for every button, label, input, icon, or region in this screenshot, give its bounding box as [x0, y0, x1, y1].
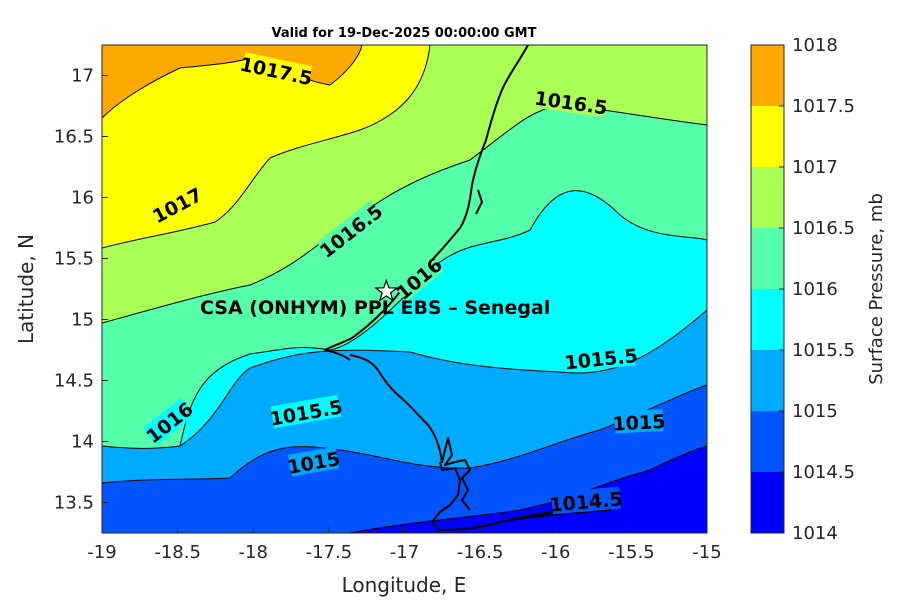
colorbar-tick-label: 1014	[792, 523, 838, 544]
x-tick-label: -16	[541, 542, 570, 563]
x-tick-label: -18	[239, 542, 268, 563]
contour-line-1015	[102, 384, 707, 484]
colorbar-swatch	[751, 472, 784, 533]
colorbar-swatch	[751, 167, 784, 228]
y-axis-label: Latitude, N	[14, 234, 38, 344]
contour-label-6: 1015.5	[564, 343, 639, 375]
colorbar-tick-label: 1015	[792, 401, 838, 422]
x-axis-ticks: -19 -18.5 -18 -17.5 -17 -16.5 -16 -15.5 -15	[87, 527, 722, 563]
y-axis-ticks: 13.5 14 14.5 15 15.5 16 16.5 17	[54, 66, 108, 514]
contour-fill-layer	[102, 45, 707, 533]
coastline	[324, 45, 529, 361]
contour-line-1017	[102, 45, 431, 249]
contour-label-bg	[270, 394, 342, 429]
colorbar-swatch	[751, 411, 784, 472]
x-tick-label: -15.5	[608, 542, 655, 563]
y-tick-label: 14	[71, 432, 94, 453]
colorbar-swatch	[751, 45, 784, 106]
y-tick-label: 17	[71, 66, 94, 87]
colorbar-tick-label: 1017	[792, 157, 838, 178]
contour-label-bg	[550, 486, 621, 515]
senegal-river-border	[349, 189, 483, 511]
colorbar-swatch	[751, 106, 784, 167]
gambia-border	[431, 461, 619, 531]
contour-label-bg	[392, 253, 444, 302]
contour-line-1016	[179, 190, 707, 447]
contour-label-bg	[316, 200, 384, 260]
x-tick-label: -15	[692, 542, 721, 563]
colorbar-swatch	[751, 228, 784, 289]
x-axis-label: Longitude, E	[342, 573, 467, 597]
colorbar-tick-label: 1015.5	[792, 340, 855, 361]
contour-label-9: 1015	[612, 408, 666, 436]
contour-label-bg	[535, 85, 607, 118]
site-label: CSA (ONHYM) PPL EBS – Senegal	[200, 297, 550, 319]
contour-label-bg	[240, 52, 312, 88]
coastline-borders	[324, 45, 619, 531]
colorbar-tick-label: 1017.5	[792, 96, 855, 117]
x-tick-label: -17	[390, 542, 419, 563]
contour-label-text: 1015	[612, 411, 666, 436]
x-tick-label: -19	[87, 542, 116, 563]
contour-label-bg	[565, 343, 636, 373]
y-tick-label: 16	[71, 188, 94, 209]
x-tick-label: -17.5	[306, 542, 353, 563]
colorbar-tick-label: 1016	[792, 279, 838, 300]
colorbar-swatch	[751, 289, 784, 350]
y-tick-label: 14.5	[54, 371, 94, 392]
colorbar-tick-label: 1016.5	[792, 218, 855, 239]
band-1014-1014.5	[350, 446, 707, 533]
colorbar: 1014 1014.5 1015 1015.5 1016 1016.5 1017 1017.5…	[750, 35, 855, 544]
map-title: Valid for 19-Dec-2025 00:00:00 GMT	[272, 26, 537, 41]
colorbar-label: Surface Pressure, mb	[866, 193, 887, 385]
y-tick-label: 15	[71, 310, 94, 331]
site-star-marker	[374, 278, 399, 302]
x-tick-label: -18.5	[154, 542, 201, 563]
contour-label-bg	[614, 408, 664, 434]
colorbar-swatch	[751, 350, 784, 411]
y-tick-label: 16.5	[54, 127, 94, 148]
y-tick-label: 15.5	[54, 249, 94, 270]
contour-label-bg	[150, 183, 204, 226]
y-tick-label: 13.5	[54, 493, 94, 514]
x-tick-label: -16.5	[457, 542, 504, 563]
colorbar-tick-label: 1014.5	[792, 462, 855, 483]
colorbar-tick-label: 1018	[792, 35, 838, 56]
contour-label-bg	[143, 398, 195, 446]
contour-label-bg	[287, 446, 339, 477]
